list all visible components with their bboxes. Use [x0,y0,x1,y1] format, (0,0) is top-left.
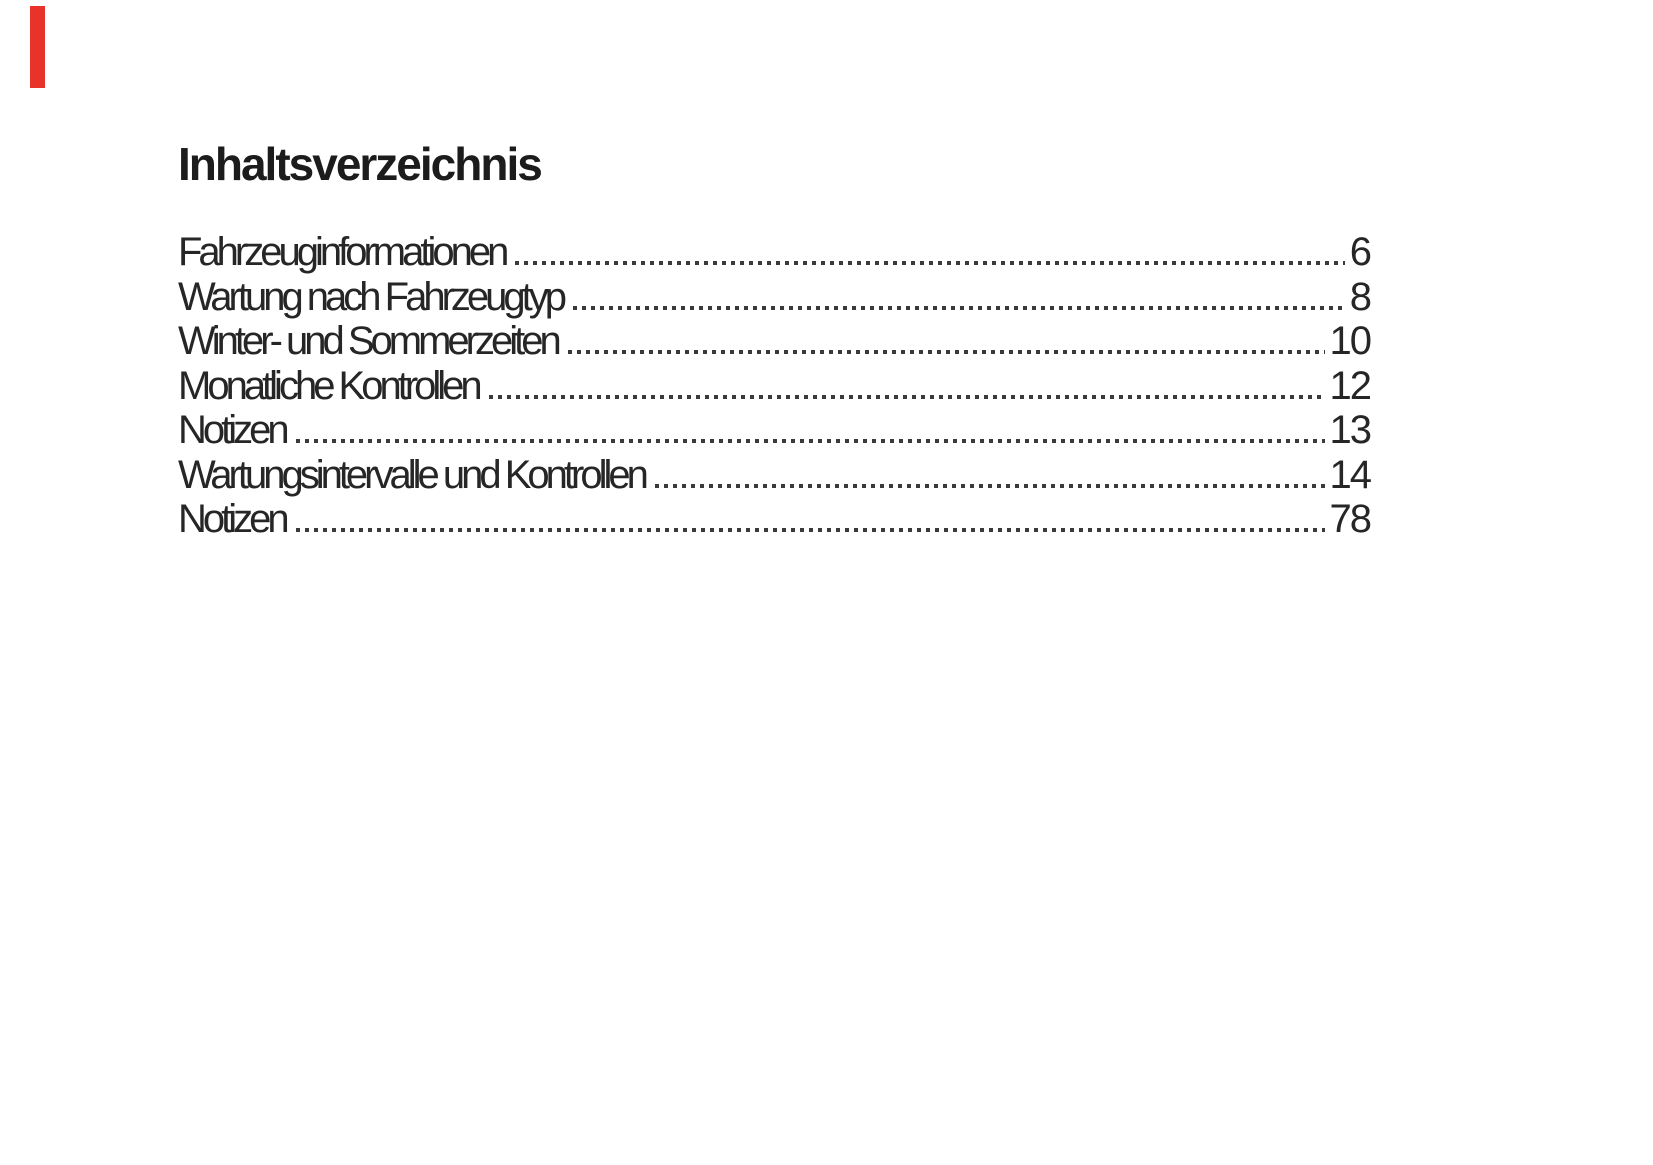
toc-entry: Winter- und Sommerzeiten 10 [178,319,1372,364]
red-edge-tab-marker [30,6,45,88]
toc-entry-label: Fahrzeuginformationen [178,230,509,274]
toc-entry-page-number: 13 [1329,408,1372,452]
dot-leader [573,305,1345,310]
toc-entry: Wartungsintervalle und Kontrollen 14 [178,452,1372,498]
toc-entry-page-number: 12 [1329,363,1372,408]
toc-entry-page-number: 10 [1329,319,1372,363]
toc-entry: Monatliche Kontrollen 12 [178,363,1372,409]
toc-entry-page-number: 8 [1349,274,1372,319]
toc-entry-label: Wartung nach Fahrzeugtyp [178,274,567,319]
toc-entry-label: Notizen [178,497,290,541]
dot-leader [295,439,1325,443]
toc-content: Inhaltsverzeichnis Fahrzeuginformationen… [178,138,1372,542]
toc-entry: Fahrzeuginformationen 6 [178,230,1372,275]
toc-entry: Wartung nach Fahrzeugtyp 8 [178,274,1372,320]
toc-entry-label: Notizen [178,408,290,452]
page-title: Inhaltsverzeichnis [178,138,543,190]
dot-leader [654,483,1325,488]
toc-entry-label: Wartungsintervalle und Kontrollen [178,452,649,497]
dot-leader [515,261,1345,265]
toc-entry-label: Monatliche Kontrollen [178,363,483,408]
toc-entry-label: Winter- und Sommerzeiten [178,319,562,363]
dot-leader [295,528,1325,532]
toc-entry-page-number: 14 [1329,452,1372,497]
dot-leader [488,394,1325,399]
toc-entry-page-number: 78 [1329,497,1372,541]
toc-entry: Notizen 13 [178,408,1372,453]
toc-entry: Notizen 78 [178,497,1372,542]
table-of-contents: Fahrzeuginformationen 6 Wartung nach Fah… [178,230,1372,542]
dot-leader [567,350,1325,354]
toc-entry-page-number: 6 [1349,230,1372,274]
